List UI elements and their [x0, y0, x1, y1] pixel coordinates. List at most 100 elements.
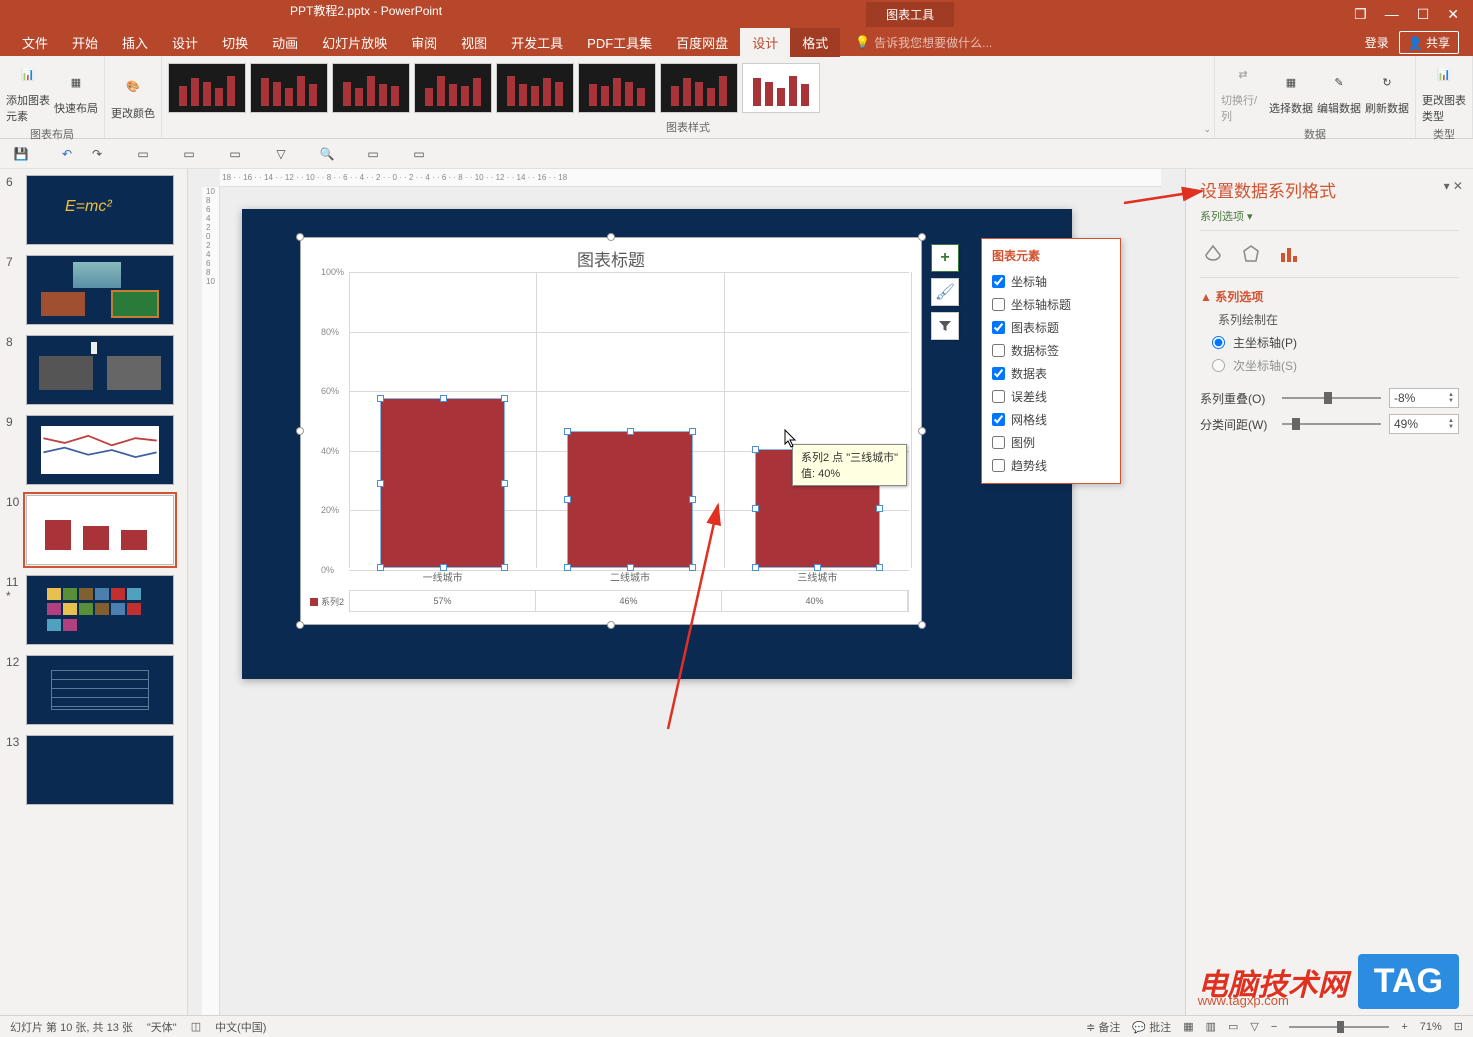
- notes-button[interactable]: ≑ 备注: [1086, 1019, 1120, 1035]
- slide-thumbnail[interactable]: 8: [0, 333, 187, 413]
- tab-transitions[interactable]: 切换: [210, 28, 260, 57]
- chart-plot-area[interactable]: 0%20%40%60%80%100%一线城市二线城市三线城市系列257%46%4…: [321, 272, 909, 568]
- chart-bar[interactable]: [567, 431, 693, 568]
- qat-icon-7[interactable]: ▭: [410, 145, 428, 163]
- sorter-view-icon[interactable]: ▥: [1206, 1020, 1216, 1033]
- chart-element-checkbox[interactable]: 数据表: [982, 362, 1120, 385]
- close-button[interactable]: ✕: [1447, 6, 1459, 23]
- slideshow-view-icon[interactable]: ▽: [1250, 1020, 1258, 1033]
- tab-pdf[interactable]: PDF工具集: [575, 28, 664, 57]
- tell-me-search[interactable]: 💡 告诉我您想要做什么...: [855, 34, 992, 51]
- chart-element-checkbox[interactable]: 图例: [982, 431, 1120, 454]
- chart-style-thumb[interactable]: [414, 63, 492, 113]
- zoom-out-button[interactable]: −: [1271, 1021, 1277, 1033]
- slide-canvas[interactable]: 图表标题 0%20%40%60%80%100%一线城市二线城市三线城市系列257…: [242, 209, 1072, 679]
- tab-baidu[interactable]: 百度网盘: [664, 28, 740, 57]
- slide-editor[interactable]: 18 · · 16 · · 14 · · 12 · · 10 · · 8 · ·…: [188, 169, 1185, 1015]
- language-status[interactable]: 中文(中国): [215, 1019, 266, 1035]
- chart-styles-gallery[interactable]: [162, 56, 1214, 119]
- slide-thumbnail-panel[interactable]: 6E=mc²7891011 *1213: [0, 169, 188, 1015]
- series-options-heading[interactable]: ▲ 系列选项: [1200, 288, 1459, 305]
- chart-style-thumb[interactable]: [168, 63, 246, 113]
- ribbon-options-icon[interactable]: ❐: [1354, 6, 1367, 23]
- chart-style-thumb[interactable]: [742, 63, 820, 113]
- slide-thumbnail[interactable]: 11 *: [0, 573, 187, 653]
- quick-layout-button[interactable]: ▦快速布局: [54, 66, 98, 116]
- undo-icon[interactable]: ↶: [58, 145, 76, 163]
- change-chart-type-button[interactable]: 📊更改图表类型: [1422, 58, 1466, 124]
- tab-view[interactable]: 视图: [449, 28, 499, 57]
- zoom-in-button[interactable]: +: [1401, 1021, 1407, 1033]
- slide-thumbnail[interactable]: 6E=mc²: [0, 173, 187, 253]
- qat-icon-6[interactable]: ▭: [364, 145, 382, 163]
- chart-title[interactable]: 图表标题: [301, 238, 921, 271]
- comments-button[interactable]: 💬 批注: [1132, 1019, 1171, 1035]
- qat-icon-2[interactable]: ▭: [180, 145, 198, 163]
- chart-bar[interactable]: [380, 398, 506, 568]
- login-button[interactable]: 登录: [1365, 34, 1389, 51]
- chart-element-checkbox[interactable]: 网格线: [982, 408, 1120, 431]
- slide-thumbnail[interactable]: 10: [0, 493, 187, 573]
- tab-design[interactable]: 设计: [160, 28, 210, 57]
- effects-tab-icon[interactable]: [1240, 243, 1262, 265]
- accessibility-icon[interactable]: ◫: [191, 1020, 201, 1033]
- share-button[interactable]: 👤 共享: [1399, 31, 1459, 54]
- format-pane-subtitle[interactable]: 系列选项 ▾: [1200, 208, 1459, 231]
- zoom-slider[interactable]: [1289, 1026, 1389, 1028]
- tab-slideshow[interactable]: 幻灯片放映: [310, 28, 399, 57]
- select-data-button[interactable]: ▦选择数据: [1269, 66, 1313, 116]
- chart-style-thumb[interactable]: [250, 63, 328, 113]
- gap-width-slider[interactable]: [1282, 423, 1381, 425]
- zoom-level[interactable]: 71%: [1420, 1021, 1442, 1033]
- add-chart-element-button[interactable]: 📊添加图表元素: [6, 58, 50, 124]
- chart-element-checkbox[interactable]: 误差线: [982, 385, 1120, 408]
- qat-icon-1[interactable]: ▭: [134, 145, 152, 163]
- chart-element-checkbox[interactable]: 坐标轴标题: [982, 293, 1120, 316]
- qat-icon-4[interactable]: ▽: [272, 145, 290, 163]
- chart-filter-button[interactable]: [931, 312, 959, 340]
- tab-file[interactable]: 文件: [10, 28, 60, 57]
- chart-style-thumb[interactable]: [578, 63, 656, 113]
- chart-styles-button[interactable]: 🖌: [931, 278, 959, 306]
- tab-review[interactable]: 审阅: [399, 28, 449, 57]
- edit-data-button[interactable]: ✎编辑数据: [1317, 66, 1361, 116]
- tab-insert[interactable]: 插入: [110, 28, 160, 57]
- chart-style-thumb[interactable]: [332, 63, 410, 113]
- chart-elements-button[interactable]: +: [931, 244, 959, 272]
- refresh-data-button[interactable]: ↻刷新数据: [1365, 66, 1409, 116]
- series-overlap-input[interactable]: -8%▲▼: [1389, 388, 1459, 408]
- chart-element-checkbox[interactable]: 图表标题: [982, 316, 1120, 339]
- slide-thumbnail[interactable]: 7: [0, 253, 187, 333]
- slide-thumbnail[interactable]: 12: [0, 653, 187, 733]
- series-overlap-slider[interactable]: [1282, 397, 1381, 399]
- redo-icon[interactable]: ↷: [88, 145, 106, 163]
- qat-icon-5[interactable]: 🔍: [318, 145, 336, 163]
- chart-element-checkbox[interactable]: 坐标轴: [982, 270, 1120, 293]
- tab-developer[interactable]: 开发工具: [499, 28, 575, 57]
- minimize-button[interactable]: —: [1385, 6, 1399, 23]
- fit-to-window-button[interactable]: ⊡: [1454, 1020, 1463, 1033]
- chart-style-thumb[interactable]: [660, 63, 738, 113]
- chart-object[interactable]: 图表标题 0%20%40%60%80%100%一线城市二线城市三线城市系列257…: [300, 237, 922, 625]
- qat-icon-3[interactable]: ▭: [226, 145, 244, 163]
- reading-view-icon[interactable]: ▭: [1228, 1020, 1238, 1033]
- slide-thumbnail[interactable]: 9: [0, 413, 187, 493]
- tab-animations[interactable]: 动画: [260, 28, 310, 57]
- gap-width-input[interactable]: 49%▲▼: [1389, 414, 1459, 434]
- slide-thumbnail[interactable]: 13: [0, 733, 187, 813]
- normal-view-icon[interactable]: ▦: [1183, 1020, 1193, 1033]
- chart-style-thumb[interactable]: [496, 63, 574, 113]
- change-colors-button[interactable]: 🎨更改颜色: [111, 71, 155, 121]
- fill-tab-icon[interactable]: [1202, 243, 1224, 265]
- tab-home[interactable]: 开始: [60, 28, 110, 57]
- tab-chart-format[interactable]: 格式: [790, 28, 840, 57]
- maximize-button[interactable]: ☐: [1417, 6, 1430, 23]
- tab-chart-design[interactable]: 设计: [740, 28, 790, 57]
- series-options-tab-icon[interactable]: [1278, 243, 1300, 265]
- chart-element-checkbox[interactable]: 数据标签: [982, 339, 1120, 362]
- primary-axis-radio[interactable]: 主坐标轴(P): [1200, 334, 1459, 351]
- slide-counter[interactable]: 幻灯片 第 10 张, 共 13 张: [10, 1019, 133, 1035]
- save-icon[interactable]: 💾: [12, 145, 30, 163]
- format-pane-close-icon[interactable]: ▾ ✕: [1444, 179, 1463, 193]
- chart-element-checkbox[interactable]: 趋势线: [982, 454, 1120, 477]
